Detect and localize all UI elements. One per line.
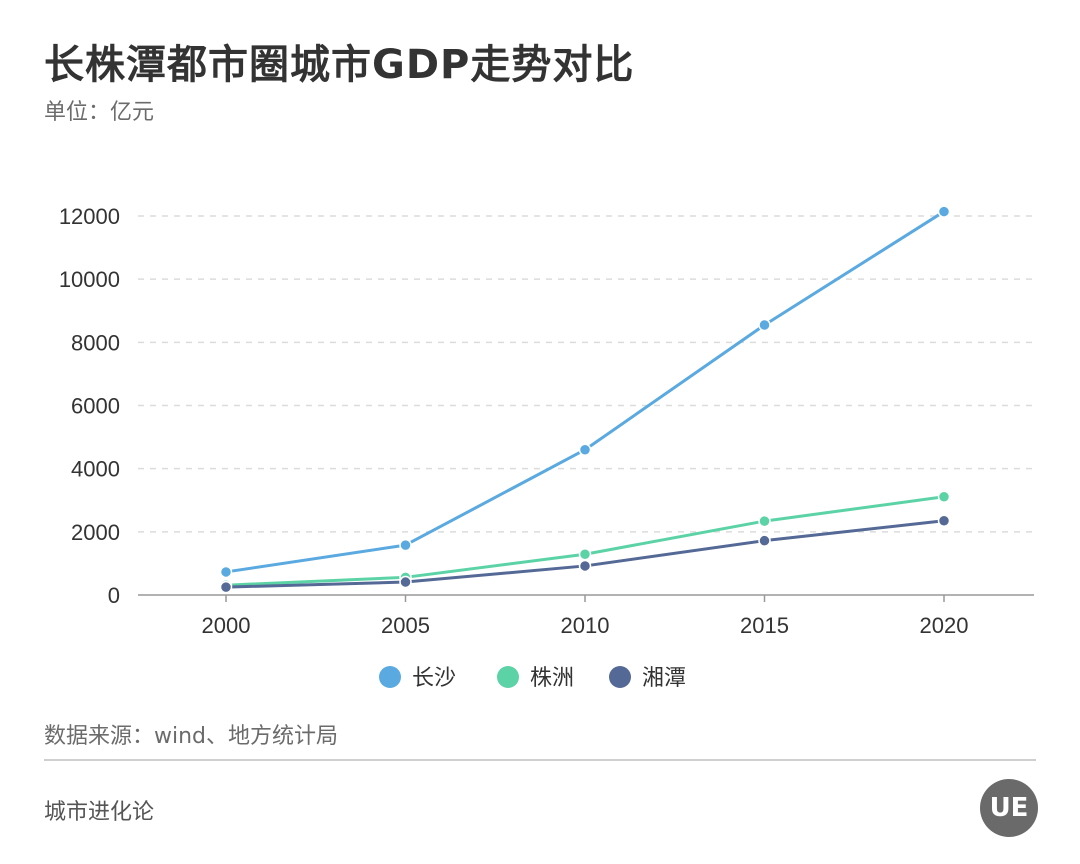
series-line bbox=[224, 210, 946, 574]
legend-marker bbox=[379, 666, 401, 688]
data-point bbox=[937, 490, 951, 504]
y-tick-label: 12000 bbox=[59, 204, 120, 229]
brand-logo: UE bbox=[980, 779, 1038, 837]
y-tick-label: 10000 bbox=[59, 267, 120, 292]
data-point bbox=[937, 205, 951, 218]
data-point bbox=[758, 534, 771, 547]
x-tick-label: 2000 bbox=[202, 613, 251, 638]
data-point bbox=[219, 565, 233, 579]
y-tick-label: 8000 bbox=[71, 330, 120, 355]
y-tick-label: 4000 bbox=[71, 457, 120, 482]
data-point bbox=[219, 580, 233, 594]
data-point bbox=[937, 514, 951, 528]
data-source-note: 数据来源：wind、地方统计局 bbox=[44, 724, 339, 749]
series-group bbox=[219, 205, 951, 594]
brand-name: 城市进化论 bbox=[44, 800, 155, 825]
y-tick-label: 0 bbox=[108, 583, 120, 608]
divider bbox=[44, 759, 1036, 761]
grid-lines bbox=[138, 215, 1034, 533]
y-tick-label: 2000 bbox=[71, 520, 120, 545]
legend-label: 长沙 bbox=[412, 666, 456, 691]
data-point bbox=[758, 514, 771, 528]
legend-marker bbox=[497, 666, 519, 688]
data-point bbox=[399, 575, 412, 589]
x-tick-label: 2010 bbox=[561, 613, 610, 638]
x-tick-label: 2005 bbox=[381, 613, 430, 638]
legend-marker bbox=[609, 666, 631, 688]
data-point bbox=[578, 559, 592, 573]
chart-title: 长株潭都市圈城市GDP走势对比 bbox=[44, 42, 635, 88]
data-point bbox=[399, 538, 412, 552]
legend-label: 株洲 bbox=[530, 666, 574, 691]
x-tick-label: 2015 bbox=[740, 613, 789, 638]
unit-label: 单位：亿元 bbox=[44, 100, 155, 125]
data-point bbox=[758, 318, 771, 332]
x-tick-label: 2020 bbox=[920, 613, 969, 638]
data-point bbox=[578, 548, 592, 561]
x-axis-ticks: 2000 2005 2010 2015 2020 bbox=[202, 595, 969, 638]
legend-label: 湘潭 bbox=[642, 666, 686, 691]
legend: 长沙 株洲 湘潭 bbox=[379, 666, 686, 691]
y-axis-ticks: 0 2000 4000 6000 8000 10000 12000 bbox=[59, 204, 120, 608]
data-point bbox=[578, 443, 592, 456]
y-tick-label: 6000 bbox=[71, 394, 120, 419]
